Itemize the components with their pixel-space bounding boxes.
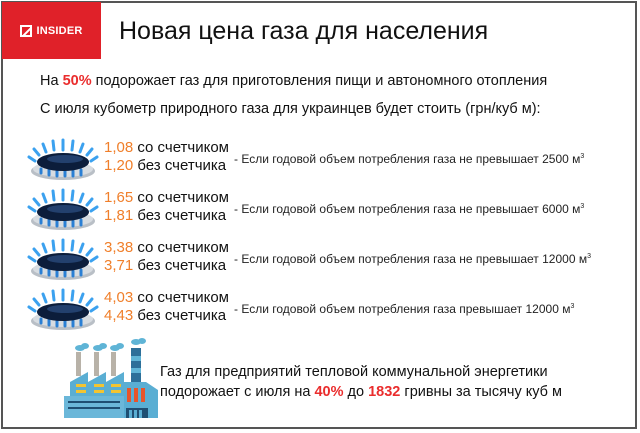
gas-burner-icon [27, 238, 99, 280]
tier-prices: 4,03 со счетчиком 4,43 без счетчика [104, 289, 229, 325]
condition-text: - Если годовой объем потребления газа не… [234, 202, 581, 216]
gas-burner-icon [27, 188, 99, 230]
note-price-value: 1832 [368, 384, 401, 400]
unit-superscript: 3 [580, 203, 585, 210]
unit-superscript: 3 [570, 303, 575, 310]
insider-logo: INSIDER [2, 2, 101, 59]
note-line-2: подорожает с июля на 40% до 1832 гривны … [160, 382, 562, 402]
price-with-meter: 1,08 [104, 139, 134, 156]
price-tier-row: 4,03 со счетчиком 4,43 без счетчика - Ес… [25, 285, 625, 335]
note-percent: 40% [314, 384, 344, 400]
label-with-meter: со счетчиком [137, 189, 229, 206]
price-with-meter: 3,38 [104, 239, 134, 256]
logo-text: INSIDER [36, 24, 83, 37]
tier-condition: - Если годовой объем потребления газа не… [234, 152, 584, 166]
label-with-meter: со счетчиком [137, 239, 229, 256]
price-tier-row: 3,38 со счетчиком 3,71 без счетчика - Ес… [25, 235, 625, 285]
price-tier-row: 1,65 со счетчиком 1,81 без счетчика - Ес… [25, 185, 625, 235]
tier-condition: - Если годовой объем потребления газа не… [234, 202, 584, 216]
gas-burner-icon [27, 138, 99, 180]
price-without-meter: 1,20 [104, 157, 134, 174]
factory-icon [64, 338, 158, 418]
price-tier-row: 1,08 со счетчиком 1,20 без счетчика - Ес… [25, 135, 625, 185]
tier-condition: - Если годовой объем потребления газа не… [234, 252, 591, 266]
page-title: Новая цена газа для населения [119, 17, 489, 45]
condition-text: - Если годовой объем потребления газа не… [234, 152, 581, 166]
intro-line-2: С июля кубометр природного газа для укра… [40, 101, 541, 117]
gas-burner-icon [27, 288, 99, 330]
label-with-meter: со счетчиком [137, 139, 229, 156]
condition-text: - Если годовой объем потребления газа не… [234, 252, 588, 266]
insider-logo-mark-icon [20, 24, 33, 37]
note-prefix: подорожает с июля на [160, 384, 311, 400]
tier-prices: 1,65 со счетчиком 1,81 без счетчика [104, 189, 229, 225]
intro-percent: 50% [62, 73, 92, 89]
label-without-meter: без счетчика [137, 157, 227, 174]
unit-superscript: 3 [587, 253, 591, 260]
price-with-meter: 4,03 [104, 289, 134, 306]
enterprise-price-note: Газ для предприятий тепловой коммунально… [160, 362, 562, 402]
note-line-1: Газ для предприятий тепловой коммунально… [160, 364, 548, 380]
condition-text: - Если годовой объем потребления газа пр… [234, 302, 571, 316]
label-without-meter: без счетчика [137, 257, 227, 274]
tier-prices: 1,08 со счетчиком 1,20 без счетчика [104, 139, 229, 175]
tier-condition: - Если годовой объем потребления газа пр… [234, 302, 574, 316]
label-without-meter: без счетчика [137, 207, 227, 224]
unit-superscript: 3 [580, 153, 585, 160]
intro-line-1: На 50% подорожает газ для приготовления … [40, 73, 547, 89]
label-with-meter: со счетчиком [137, 289, 229, 306]
note-suffix: гривны за тысячу куб м [404, 384, 562, 400]
price-with-meter: 1,65 [104, 189, 134, 206]
note-mid: до [347, 384, 365, 400]
intro-suffix: подорожает газ для приготовления пищи и … [95, 73, 548, 89]
label-without-meter: без счетчика [137, 307, 227, 324]
price-without-meter: 3,71 [104, 257, 134, 274]
price-without-meter: 4,43 [104, 307, 134, 324]
tier-prices: 3,38 со счетчиком 3,71 без счетчика [104, 239, 229, 275]
intro-prefix: На [40, 73, 59, 89]
price-without-meter: 1,81 [104, 207, 134, 224]
